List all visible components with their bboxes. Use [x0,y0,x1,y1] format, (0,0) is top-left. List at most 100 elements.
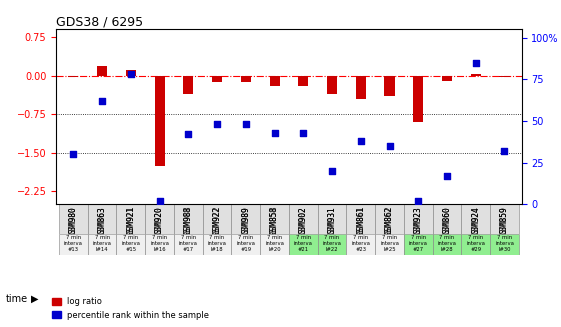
Point [184,132,193,137]
FancyBboxPatch shape [59,234,88,255]
Text: GSM931: GSM931 [328,206,337,233]
FancyBboxPatch shape [232,234,260,255]
FancyBboxPatch shape [404,234,433,255]
Text: GDS38 / 6295: GDS38 / 6295 [56,15,143,28]
Bar [269,76,279,86]
Text: 7 min
interva
#27: 7 min interva #27 [409,235,427,252]
Point [270,130,279,135]
Bar [154,76,164,166]
Text: 7 min
interva
l#30: 7 min interva l#30 [495,235,514,252]
FancyBboxPatch shape [289,204,318,234]
Text: GSM980: GSM980 [69,206,78,237]
Text: GSM922: GSM922 [213,206,222,233]
FancyBboxPatch shape [232,204,260,234]
Text: GSM924: GSM924 [471,206,480,233]
FancyBboxPatch shape [461,204,490,234]
Text: GSM862: GSM862 [385,206,394,237]
Text: GSM922: GSM922 [213,206,222,237]
FancyBboxPatch shape [88,204,117,234]
Text: GSM921: GSM921 [126,206,135,233]
Text: GSM921: GSM921 [126,206,135,237]
FancyBboxPatch shape [117,204,145,234]
FancyBboxPatch shape [260,204,289,234]
FancyBboxPatch shape [490,204,519,234]
FancyBboxPatch shape [433,234,461,255]
Bar [212,76,222,82]
Text: GSM861: GSM861 [356,206,365,237]
FancyBboxPatch shape [461,234,490,255]
Text: 7 min
interva
#17: 7 min interva #17 [179,235,198,252]
Point [69,152,78,157]
Bar [471,74,481,76]
Text: GSM860: GSM860 [443,206,452,233]
FancyBboxPatch shape [375,234,404,255]
Text: GSM863: GSM863 [98,206,107,233]
Point [356,138,365,144]
Text: 7 min
interva
#21: 7 min interva #21 [294,235,312,252]
Text: GSM902: GSM902 [299,206,308,237]
Text: GSM988: GSM988 [184,206,193,233]
Text: GSM860: GSM860 [443,206,452,237]
FancyBboxPatch shape [59,204,88,234]
Point [414,198,423,203]
Bar [126,70,136,76]
Text: GSM920: GSM920 [155,206,164,233]
Point [299,130,308,135]
Text: GSM924: GSM924 [471,206,480,237]
Text: GSM862: GSM862 [385,206,394,233]
Text: GSM931: GSM931 [328,206,337,237]
FancyBboxPatch shape [289,234,318,255]
Text: 7 min
interva
l#18: 7 min interva l#18 [208,235,227,252]
Text: GSM920: GSM920 [155,206,164,237]
Bar [356,76,366,99]
FancyBboxPatch shape [346,234,375,255]
Bar [241,76,251,82]
Text: ▶: ▶ [31,294,38,304]
Point [98,98,107,104]
FancyBboxPatch shape [404,204,433,234]
FancyBboxPatch shape [88,234,117,255]
Text: 7 min
interva
#13: 7 min interva #13 [64,235,83,252]
Text: GSM859: GSM859 [500,206,509,237]
Text: GSM859: GSM859 [500,206,509,233]
Text: 7 min
interva
l#14: 7 min interva l#14 [93,235,112,252]
Bar [183,76,194,94]
Text: GSM989: GSM989 [241,206,250,237]
FancyBboxPatch shape [260,234,289,255]
FancyBboxPatch shape [203,204,232,234]
FancyBboxPatch shape [117,234,145,255]
Text: 7 min
interva
l#16: 7 min interva l#16 [150,235,169,252]
Point [471,60,480,65]
Text: GSM989: GSM989 [241,206,250,233]
Bar [384,76,394,96]
Bar [97,66,107,76]
Text: 7 min
interva
l#20: 7 min interva l#20 [265,235,284,252]
Text: 7 min
interva
l#28: 7 min interva l#28 [438,235,457,252]
FancyBboxPatch shape [318,204,346,234]
Bar [442,76,452,81]
FancyBboxPatch shape [145,204,174,234]
Bar [499,76,509,77]
FancyBboxPatch shape [174,204,203,234]
Text: GSM923: GSM923 [414,206,423,237]
Text: GSM863: GSM863 [98,206,107,237]
Point [241,122,250,127]
Text: 7 min
interva
#19: 7 min interva #19 [236,235,255,252]
Text: GSM923: GSM923 [414,206,423,233]
FancyBboxPatch shape [346,204,375,234]
Bar [327,76,337,94]
Text: GSM980: GSM980 [69,206,78,233]
FancyBboxPatch shape [318,234,346,255]
Text: 7 min
interva
l#25: 7 min interva l#25 [380,235,399,252]
Point [213,122,222,127]
FancyBboxPatch shape [375,204,404,234]
FancyBboxPatch shape [145,234,174,255]
Bar [298,76,309,86]
Bar [68,76,79,77]
Text: GSM988: GSM988 [184,206,193,237]
Point [385,143,394,148]
Text: 7 min
interva
l#22: 7 min interva l#22 [323,235,342,252]
FancyBboxPatch shape [203,234,232,255]
Text: 7 min
interva
#23: 7 min interva #23 [351,235,370,252]
Text: time: time [6,294,27,304]
